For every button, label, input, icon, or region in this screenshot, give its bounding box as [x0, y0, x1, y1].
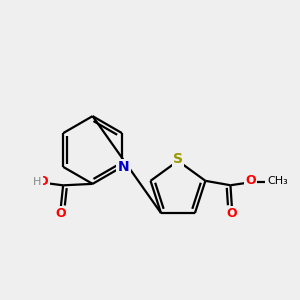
Text: O: O [56, 207, 66, 220]
Text: O: O [38, 175, 48, 188]
Text: N: N [118, 160, 129, 174]
Text: H: H [33, 176, 42, 187]
Text: O: O [245, 174, 256, 187]
Text: CH₃: CH₃ [267, 176, 288, 186]
Text: S: S [173, 152, 183, 167]
Text: O: O [226, 207, 237, 220]
